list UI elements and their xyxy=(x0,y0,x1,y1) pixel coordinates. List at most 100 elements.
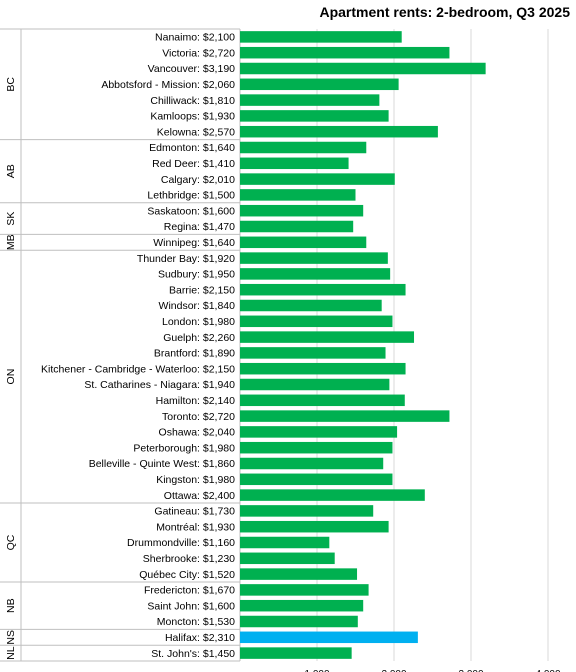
category-label: Nanaimo: $2,100 xyxy=(155,32,235,44)
category-label: Montréal: $1,930 xyxy=(156,521,235,533)
category-label: Kitchener - Cambridge - Waterloo: $2,150 xyxy=(41,363,235,375)
bar-brantford xyxy=(240,347,386,359)
bar-edmonton xyxy=(240,141,367,154)
bar-saint-john xyxy=(240,599,364,612)
bar-vancouver xyxy=(240,62,486,75)
category-label: Winnipeg: $1,640 xyxy=(153,237,235,249)
category-label: Kamloops: $1,930 xyxy=(150,111,235,123)
bar-st-john-s xyxy=(240,647,352,659)
bar-fredericton xyxy=(240,584,369,596)
category-label: Ottawa: $2,400 xyxy=(164,490,235,502)
chart-title: Apartment rents: 2-bedroom, Q3 2025 xyxy=(319,4,570,20)
bar-drummondville xyxy=(240,536,330,549)
bar-saskatoon xyxy=(240,204,364,217)
bar-moncton xyxy=(240,615,358,628)
bar-red-deer xyxy=(240,157,349,170)
category-label: Lethbridge: $1,500 xyxy=(147,190,235,202)
x-tick-label: 3,000 xyxy=(458,669,483,672)
category-label: Moncton: $1,530 xyxy=(157,616,235,628)
bar-lethbridge xyxy=(240,189,356,201)
group-label-sk: SK xyxy=(5,212,17,226)
category-label: Edmonton: $1,640 xyxy=(149,142,235,154)
bar-chilliwack xyxy=(240,94,380,106)
category-label: Thunder Bay: $1,920 xyxy=(137,253,235,265)
bar-ottawa xyxy=(240,489,425,501)
bar-nanaimo xyxy=(240,31,402,43)
group-label-bc: BC xyxy=(5,77,17,92)
category-label: Toronto: $2,720 xyxy=(162,411,235,423)
category-label: Calgary: $2,010 xyxy=(161,174,235,186)
bar-sherbrooke xyxy=(240,552,335,565)
category-label: Kingston: $1,980 xyxy=(156,474,235,486)
group-label-ab: AB xyxy=(5,164,17,178)
category-label: Québec City: $1,520 xyxy=(139,569,235,581)
bar-kelowna xyxy=(240,125,438,138)
category-label: Belleville - Quinte West: $1,860 xyxy=(89,458,235,470)
x-tick-label: - xyxy=(238,669,241,672)
bar-kamloops xyxy=(240,110,389,122)
bar-kitchener-cambridge-waterloo xyxy=(240,362,406,375)
bar-qu-bec-city xyxy=(240,568,358,580)
bar-barrie xyxy=(240,283,406,296)
bar-guelph xyxy=(240,331,415,343)
category-label: Vancouver: $3,190 xyxy=(148,63,236,75)
x-axis-ticks: - 1,000 2,000 3,000 4,000 xyxy=(238,669,561,672)
category-labels: Nanaimo: $2,100 Victoria: $2,720 Vancouver… xyxy=(41,32,235,660)
category-label: Drummondville: $1,160 xyxy=(127,537,235,549)
bar-peterborough xyxy=(240,441,393,454)
gridlines xyxy=(239,29,549,661)
category-label: Saskatoon: $1,600 xyxy=(147,205,235,217)
category-label: Abbotsford - Mission: $2,060 xyxy=(101,79,235,91)
bar-toronto xyxy=(240,410,450,422)
bars xyxy=(240,31,486,659)
bar-belleville-quinte-west xyxy=(240,457,384,470)
x-tick-label: 2,000 xyxy=(381,669,406,672)
bar-sudbury xyxy=(240,268,391,280)
group-label-mb: MB xyxy=(5,234,17,250)
category-label: Chilliwack: $1,810 xyxy=(150,95,235,107)
x-tick-label: 1,000 xyxy=(304,669,329,672)
category-label: Gatineau: $1,730 xyxy=(154,506,235,518)
category-label: Kelowna: $2,570 xyxy=(157,126,235,138)
category-label: St. Catharines - Niagara: $1,940 xyxy=(84,379,235,391)
group-label-qc: QC xyxy=(5,534,17,550)
category-label: Brantford: $1,890 xyxy=(154,348,235,360)
bar-victoria xyxy=(240,46,450,59)
category-label: Fredericton: $1,670 xyxy=(144,585,235,597)
category-label: Sudbury: $1,950 xyxy=(158,269,235,281)
bar-kingston xyxy=(240,473,393,486)
group-separators xyxy=(0,28,240,662)
category-label: St. John's: $1,450 xyxy=(151,648,235,660)
category-label: Windsor: $1,840 xyxy=(159,300,236,312)
group-label-nb: NB xyxy=(5,598,17,613)
bar-thunder-bay xyxy=(240,252,388,264)
bar-windsor xyxy=(240,299,382,312)
bar-oshawa xyxy=(240,426,398,438)
category-label: Halifax: $2,310 xyxy=(165,632,235,644)
bar-regina xyxy=(240,220,354,233)
category-label: Guelph: $2,260 xyxy=(163,332,235,344)
bar-gatineau xyxy=(240,505,374,517)
category-label: Sherbrooke: $1,230 xyxy=(143,553,235,565)
bar-abbotsford-mission xyxy=(240,78,399,91)
bar-hamilton xyxy=(240,394,405,407)
category-label: Victoria: $2,720 xyxy=(162,47,235,59)
bar-st-catharines-niagara xyxy=(240,378,390,391)
group-label-ns: NS xyxy=(5,630,17,645)
category-label: Peterborough: $1,980 xyxy=(133,442,235,454)
x-tick-label: 4,000 xyxy=(535,669,560,672)
bar-montr-al xyxy=(240,520,389,533)
group-label-nl: NL xyxy=(5,646,17,660)
bar-halifax xyxy=(240,631,418,644)
category-label: Saint John: $1,600 xyxy=(147,600,235,612)
category-label: Red Deer: $1,410 xyxy=(152,158,235,170)
category-label: Barrie: $2,150 xyxy=(169,284,235,296)
category-label: Regina: $1,470 xyxy=(164,221,235,233)
bar-london xyxy=(240,315,393,328)
bar-winnipeg xyxy=(240,236,367,249)
group-label-on: ON xyxy=(5,369,17,385)
category-label: London: $1,980 xyxy=(162,316,235,328)
category-label: Hamilton: $2,140 xyxy=(156,395,236,407)
